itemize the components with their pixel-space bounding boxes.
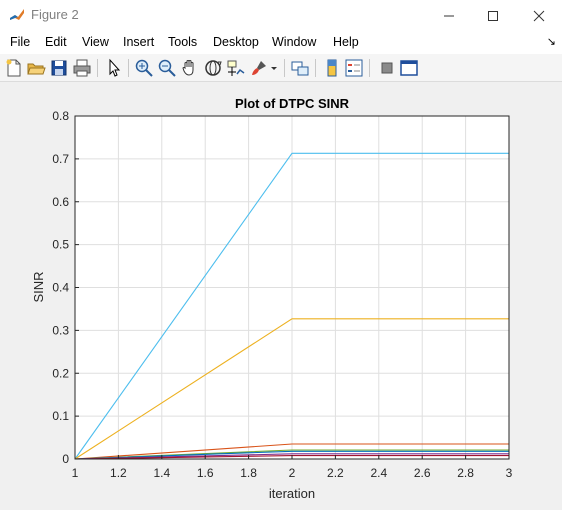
toolbar-separator [369, 59, 370, 77]
sinr-line-chart[interactable]: 1 1.2 1.4 1.6 1.8 2 2.2 2.4 2.6 2.8 3 0 0.1 0.2 0.3 0.4… [0, 82, 562, 505]
x-tick-label: 2.8 [457, 466, 474, 480]
y-axis-label: SINR [31, 271, 46, 302]
series-line-3[interactable] [74, 443, 509, 460]
menu-tools[interactable]: Tools [168, 35, 198, 49]
y-tick-label: 0.3 [52, 323, 69, 337]
y-tick-label: 0.6 [52, 195, 69, 209]
series-line-2[interactable] [74, 318, 509, 460]
x-tick-label: 2.4 [370, 466, 387, 480]
pan-hand-icon[interactable] [180, 58, 200, 78]
x-tick-label: 2.6 [414, 466, 431, 480]
y-tick-label: 0.8 [52, 109, 69, 123]
x-tick-label: 3 [506, 466, 513, 480]
series-line-1[interactable] [74, 152, 509, 460]
menu-edit[interactable]: Edit [45, 35, 67, 49]
edit-plot-arrow-icon[interactable] [104, 58, 124, 78]
hide-plot-tools-icon[interactable] [377, 58, 397, 78]
menu-help[interactable]: Help [333, 35, 359, 49]
menu-window[interactable]: Window [272, 35, 317, 49]
series-line-5[interactable] [74, 450, 509, 460]
window-title: Figure 2 [31, 7, 79, 22]
open-file-icon[interactable] [26, 58, 46, 78]
toolbar-separator [128, 59, 129, 77]
brush-icon[interactable] [249, 58, 269, 78]
close-button[interactable] [516, 0, 562, 31]
x-tick-label: 1.6 [197, 466, 214, 480]
y-tick-label: 0.7 [52, 152, 69, 166]
figure-canvas: 1 1.2 1.4 1.6 1.8 2 2.2 2.4 2.6 2.8 3 0 0.1 0.2 0.3 0.4… [0, 82, 562, 505]
y-tick-label: 0 [62, 452, 69, 466]
matlab-logo-icon [9, 7, 25, 23]
menu-file[interactable]: File [10, 35, 31, 49]
y-tick-label: 0.1 [52, 409, 69, 423]
series-line-6[interactable] [74, 453, 509, 460]
insert-legend-icon[interactable] [344, 58, 364, 78]
zoom-in-icon[interactable] [134, 58, 154, 78]
x-tick-label: 2.2 [327, 466, 344, 480]
menu-bar: File Edit View Insert Tools Desktop Wind… [0, 31, 562, 54]
show-plot-tools-icon[interactable] [399, 58, 419, 78]
y-tick-label: 0.4 [52, 281, 69, 295]
x-tick-label: 1.8 [240, 466, 257, 480]
link-plot-icon[interactable] [290, 58, 310, 78]
y-tick-label: 0.2 [52, 366, 69, 380]
x-tick-label: 2 [289, 466, 296, 480]
insert-colorbar-icon[interactable] [322, 58, 342, 78]
save-icon[interactable] [49, 58, 69, 78]
brush-dropdown-icon[interactable] [268, 58, 280, 78]
minimize-icon [444, 15, 454, 16]
toolbar-separator [284, 59, 285, 77]
maximize-button[interactable] [470, 0, 516, 31]
menu-insert[interactable]: Insert [123, 35, 155, 49]
new-figure-icon[interactable] [4, 58, 24, 78]
chart-title: Plot of DTPC SINR [235, 96, 350, 111]
maximize-icon [488, 10, 498, 21]
data-cursor-icon[interactable] [226, 58, 246, 78]
dock-arrow-icon[interactable]: ↘ [546, 36, 556, 48]
x-tick-label: 1.2 [110, 466, 127, 480]
title-bar: Figure 2 [0, 0, 562, 31]
rotate-3d-icon[interactable] [203, 58, 223, 78]
zoom-out-icon[interactable] [157, 58, 177, 78]
close-icon [533, 10, 545, 21]
axis-ticks: 1 1.2 1.4 1.6 1.8 2 2.2 2.4 2.6 2.8 3 0 0.1 0.2 0.3 0.4… [52, 109, 512, 480]
minimize-button[interactable] [426, 0, 472, 31]
toolbar-separator [97, 59, 98, 77]
menu-view[interactable]: View [82, 35, 109, 49]
x-tick-label: 1.4 [153, 466, 170, 480]
x-axis-label: iteration [269, 486, 315, 501]
toolbar-separator [315, 59, 316, 77]
figure-toolbar [0, 54, 562, 82]
x-tick-label: 1 [72, 466, 79, 480]
y-tick-label: 0.5 [52, 238, 69, 252]
grid-lines [74, 115, 510, 460]
print-icon[interactable] [72, 58, 92, 78]
data-series [74, 152, 509, 460]
menu-desktop[interactable]: Desktop [213, 35, 259, 49]
